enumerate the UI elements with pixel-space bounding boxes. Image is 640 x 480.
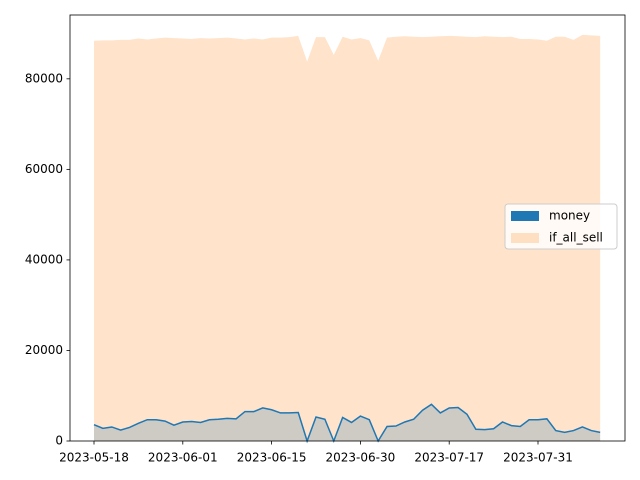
y-tick-label: 60000 (25, 162, 63, 176)
plot-frame (69, 14, 626, 442)
legend-swatch (511, 211, 539, 221)
area-fill (94, 34, 601, 441)
legend: money if_all_sell (504, 203, 618, 250)
legend-swatch (511, 233, 539, 243)
x-tick-label: 2023-07-31 (503, 451, 573, 465)
legend-label: if_all_sell (549, 231, 603, 245)
y-tick-label: 80000 (25, 71, 63, 85)
x-tick-label: 2023-05-18 (59, 451, 129, 465)
legend-label: money (549, 209, 590, 223)
x-tick-label: 2023-07-17 (414, 451, 484, 465)
y-tick-label: 40000 (25, 252, 63, 266)
area-line (93, 403, 601, 444)
x-tick-label: 2023-06-30 (326, 451, 396, 465)
y-tick-label: 0 (55, 434, 63, 448)
x-tick-label: 2023-06-01 (148, 451, 218, 465)
y-tick-label: 20000 (25, 343, 63, 357)
x-tick-label: 2023-06-15 (237, 451, 307, 465)
area-fill (94, 404, 601, 441)
